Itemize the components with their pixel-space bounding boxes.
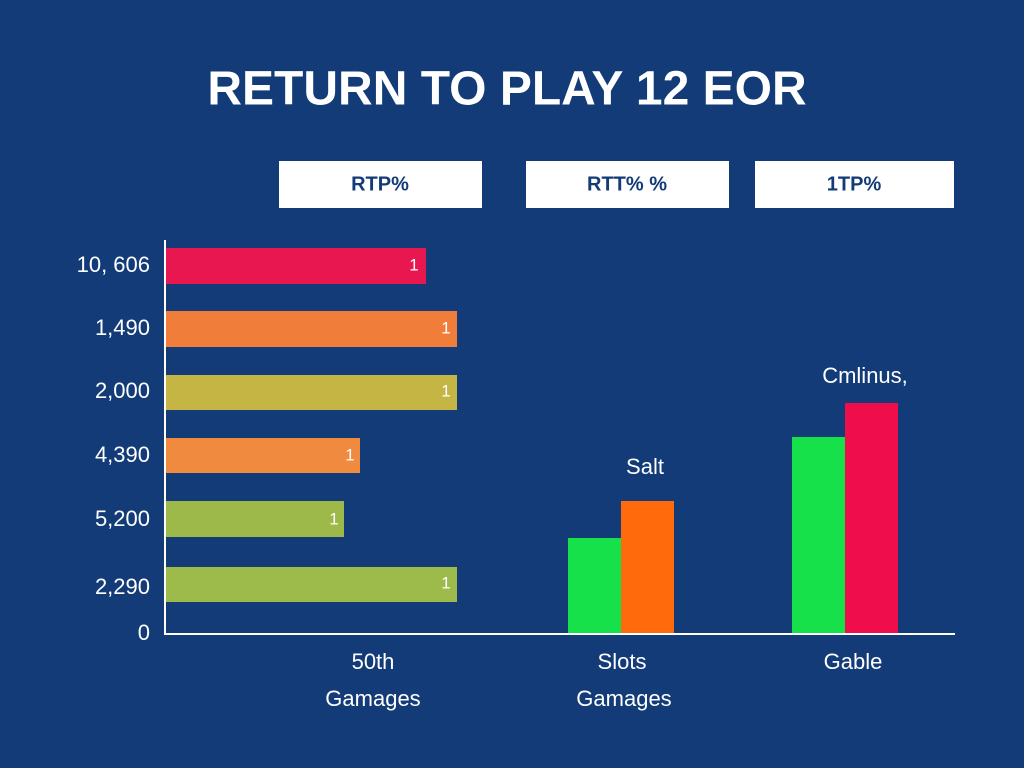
row-label: 2,290	[95, 574, 150, 599]
column-box	[755, 161, 954, 208]
column-box	[279, 161, 482, 208]
column-bar	[845, 403, 898, 634]
bar-label: 1	[441, 381, 450, 400]
column-bar	[792, 437, 845, 634]
bar	[166, 567, 457, 602]
bar	[166, 438, 360, 473]
bar-label: 1	[441, 573, 450, 592]
group-label: Gamages	[325, 686, 420, 711]
group-label: Gable	[824, 649, 883, 674]
group-label: Gamages	[576, 686, 671, 711]
annotation: Salt	[626, 454, 664, 479]
row-label: 10, 606	[77, 252, 150, 277]
column-box	[526, 161, 729, 208]
column-header: RTT% %	[587, 173, 667, 195]
column-header: 1TP%	[827, 173, 882, 195]
column-bar	[621, 501, 674, 634]
bar-label: 1	[441, 318, 450, 337]
bar-label: 1	[329, 509, 338, 528]
bar	[166, 375, 457, 410]
group-label: Slots	[598, 649, 647, 674]
group-label: 50th	[352, 649, 395, 674]
row-label: 2,000	[95, 378, 150, 403]
bar	[166, 501, 344, 537]
row-label: 1,490	[95, 315, 150, 340]
column-header: RTP%	[351, 173, 409, 195]
column-bar	[568, 538, 621, 634]
bar	[166, 248, 426, 284]
title: RETURN TO PLAY 12 EOR	[207, 63, 806, 116]
bar-label: 1	[345, 445, 354, 464]
row-label: 5,200	[95, 506, 150, 531]
bar	[166, 311, 457, 347]
bar-label: 1	[409, 255, 418, 274]
row-label: 4,390	[95, 442, 150, 467]
axis-zero: 0	[138, 620, 150, 645]
annotation: Cmlinus,	[822, 363, 908, 388]
